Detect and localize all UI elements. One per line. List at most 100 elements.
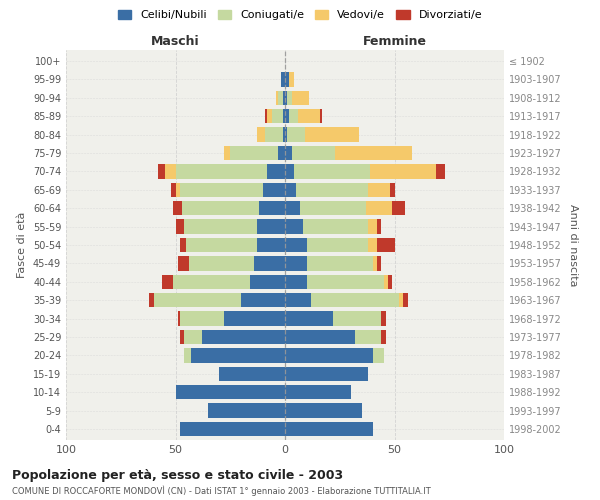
Bar bbox=[191, 348, 285, 362]
Bar bbox=[187, 238, 257, 252]
Bar bbox=[287, 128, 305, 142]
Bar bbox=[333, 312, 382, 326]
Bar bbox=[285, 72, 289, 86]
Bar bbox=[154, 293, 241, 308]
Bar bbox=[254, 256, 285, 270]
Bar bbox=[276, 90, 278, 105]
Bar bbox=[307, 238, 368, 252]
Bar bbox=[285, 312, 333, 326]
Bar bbox=[184, 348, 191, 362]
Bar bbox=[285, 201, 301, 216]
Bar bbox=[285, 385, 350, 400]
Bar bbox=[188, 256, 254, 270]
Bar bbox=[263, 182, 285, 197]
Bar bbox=[377, 256, 382, 270]
Bar bbox=[285, 366, 368, 381]
Bar bbox=[268, 109, 272, 124]
Bar bbox=[285, 238, 307, 252]
Bar bbox=[257, 128, 265, 142]
Bar bbox=[368, 182, 390, 197]
Bar bbox=[403, 293, 407, 308]
Bar bbox=[164, 164, 176, 178]
Bar bbox=[292, 90, 309, 105]
Bar bbox=[307, 256, 373, 270]
Bar bbox=[382, 330, 386, 344]
Bar bbox=[283, 128, 285, 142]
Bar bbox=[158, 164, 164, 178]
Bar bbox=[180, 422, 285, 436]
Text: Maschi: Maschi bbox=[151, 35, 200, 48]
Bar bbox=[392, 201, 406, 216]
Text: Popolazione per età, sesso e stato civile - 2003: Popolazione per età, sesso e stato civil… bbox=[12, 470, 343, 482]
Bar bbox=[149, 293, 154, 308]
Legend: Celibi/Nubili, Coniugati/e, Vedovi/e, Divorziati/e: Celibi/Nubili, Coniugati/e, Vedovi/e, Di… bbox=[113, 6, 487, 25]
Bar bbox=[366, 201, 392, 216]
Bar bbox=[259, 201, 285, 216]
Bar bbox=[250, 274, 285, 289]
Bar bbox=[289, 109, 298, 124]
Bar bbox=[281, 72, 285, 86]
Bar bbox=[224, 146, 230, 160]
Bar bbox=[373, 256, 377, 270]
Bar bbox=[390, 182, 395, 197]
Bar bbox=[285, 182, 296, 197]
Y-axis label: Fasce di età: Fasce di età bbox=[17, 212, 27, 278]
Bar bbox=[176, 182, 180, 197]
Text: Femmine: Femmine bbox=[362, 35, 427, 48]
Bar bbox=[311, 293, 399, 308]
Bar bbox=[163, 274, 173, 289]
Bar bbox=[257, 220, 285, 234]
Bar bbox=[355, 330, 382, 344]
Bar bbox=[289, 72, 294, 86]
Bar bbox=[285, 293, 311, 308]
Bar bbox=[278, 146, 285, 160]
Bar bbox=[292, 146, 335, 160]
Bar bbox=[208, 404, 285, 417]
Bar bbox=[202, 330, 285, 344]
Bar bbox=[370, 164, 436, 178]
Bar bbox=[298, 109, 320, 124]
Bar bbox=[436, 164, 445, 178]
Bar bbox=[285, 330, 355, 344]
Bar bbox=[287, 90, 292, 105]
Bar bbox=[285, 404, 362, 417]
Bar bbox=[180, 182, 263, 197]
Bar bbox=[294, 164, 370, 178]
Bar bbox=[285, 274, 307, 289]
Bar bbox=[377, 238, 395, 252]
Bar bbox=[171, 182, 176, 197]
Bar bbox=[265, 109, 268, 124]
Bar bbox=[305, 128, 359, 142]
Bar bbox=[178, 256, 188, 270]
Bar bbox=[241, 293, 285, 308]
Bar bbox=[176, 220, 184, 234]
Bar bbox=[176, 164, 268, 178]
Bar bbox=[388, 274, 392, 289]
Bar bbox=[184, 330, 202, 344]
Bar bbox=[182, 201, 259, 216]
Bar bbox=[257, 238, 285, 252]
Bar bbox=[283, 90, 285, 105]
Bar bbox=[307, 274, 383, 289]
Bar bbox=[296, 182, 368, 197]
Bar bbox=[230, 146, 278, 160]
Bar bbox=[184, 220, 257, 234]
Bar bbox=[373, 348, 383, 362]
Bar bbox=[399, 293, 403, 308]
Bar bbox=[377, 220, 382, 234]
Bar bbox=[285, 220, 302, 234]
Bar bbox=[220, 366, 285, 381]
Bar bbox=[173, 201, 182, 216]
Bar bbox=[285, 90, 287, 105]
Bar bbox=[285, 422, 373, 436]
Bar bbox=[302, 220, 368, 234]
Bar bbox=[180, 238, 187, 252]
Bar bbox=[368, 238, 377, 252]
Bar bbox=[368, 220, 377, 234]
Bar bbox=[268, 164, 285, 178]
Bar bbox=[180, 330, 184, 344]
Text: COMUNE DI ROCCAFORTE MONDOVÌ (CN) - Dati ISTAT 1° gennaio 2003 - Elaborazione TU: COMUNE DI ROCCAFORTE MONDOVÌ (CN) - Dati… bbox=[12, 486, 431, 496]
Bar bbox=[173, 274, 250, 289]
Y-axis label: Anni di nascita: Anni di nascita bbox=[568, 204, 578, 286]
Bar bbox=[272, 109, 283, 124]
